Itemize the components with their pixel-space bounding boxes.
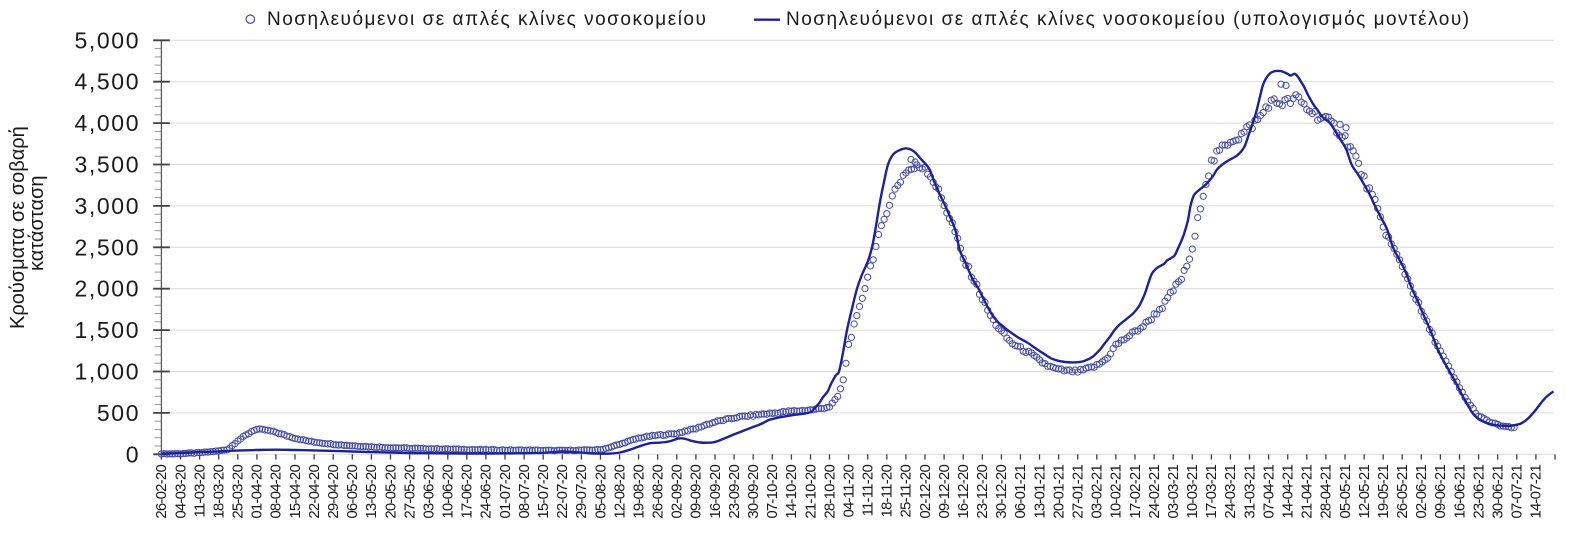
svg-text:4,000: 4,000 — [75, 110, 141, 136]
svg-text:23-06-21: 23-06-21 — [1470, 465, 1487, 519]
svg-text:16-09-20: 16-09-20 — [707, 465, 724, 519]
svg-text:κατάσταση: κατάσταση — [26, 176, 48, 272]
svg-text:24-02-21: 24-02-21 — [1146, 465, 1163, 519]
svg-text:12-08-20: 12-08-20 — [611, 465, 628, 519]
svg-text:13-01-21: 13-01-21 — [1031, 465, 1048, 519]
svg-text:16-06-21: 16-06-21 — [1451, 465, 1468, 519]
svg-text:4,500: 4,500 — [75, 69, 141, 95]
svg-text:07-10-20: 07-10-20 — [764, 465, 781, 519]
svg-text:05-05-21: 05-05-21 — [1337, 465, 1354, 519]
svg-text:20-05-20: 20-05-20 — [382, 465, 399, 519]
svg-text:08-04-20: 08-04-20 — [268, 465, 285, 519]
svg-text:Νοσηλευόμενοι σε απλές κλίνες: Νοσηλευόμενοι σε απλές κλίνες νοσοκομείο… — [786, 9, 1471, 30]
svg-text:07-07-21: 07-07-21 — [1509, 465, 1526, 519]
svg-text:26-02-20: 26-02-20 — [153, 465, 170, 519]
svg-text:5,000: 5,000 — [75, 27, 141, 53]
svg-text:03-03-21: 03-03-21 — [1165, 465, 1182, 519]
svg-text:05-08-20: 05-08-20 — [592, 465, 609, 519]
svg-text:24-06-20: 24-06-20 — [478, 465, 495, 519]
svg-text:30-12-20: 30-12-20 — [993, 465, 1010, 519]
svg-text:06-01-21: 06-01-21 — [1012, 465, 1029, 519]
svg-text:14-07-21: 14-07-21 — [1528, 465, 1545, 519]
svg-text:07-04-21: 07-04-21 — [1260, 465, 1277, 519]
svg-text:18-03-20: 18-03-20 — [211, 465, 228, 519]
svg-text:3,500: 3,500 — [75, 152, 141, 178]
svg-text:16-12-20: 16-12-20 — [955, 465, 972, 519]
svg-text:09-09-20: 09-09-20 — [688, 465, 705, 519]
svg-text:02-06-21: 02-06-21 — [1413, 465, 1430, 519]
svg-text:17-02-21: 17-02-21 — [1127, 465, 1144, 519]
svg-text:03-06-20: 03-06-20 — [421, 465, 438, 519]
svg-text:27-01-21: 27-01-21 — [1070, 465, 1087, 519]
svg-text:15-04-20: 15-04-20 — [287, 465, 304, 519]
svg-text:14-04-21: 14-04-21 — [1280, 465, 1297, 519]
svg-text:28-04-21: 28-04-21 — [1318, 465, 1335, 519]
svg-text:2,500: 2,500 — [75, 234, 141, 260]
svg-text:1,500: 1,500 — [75, 317, 141, 343]
svg-text:24-03-21: 24-03-21 — [1222, 465, 1239, 519]
svg-text:23-09-20: 23-09-20 — [726, 465, 743, 519]
svg-text:28-10-20: 28-10-20 — [821, 465, 838, 519]
svg-text:08-07-20: 08-07-20 — [516, 465, 533, 519]
svg-text:21-10-20: 21-10-20 — [802, 465, 819, 519]
svg-text:31-03-21: 31-03-21 — [1241, 465, 1258, 519]
svg-text:29-07-20: 29-07-20 — [573, 465, 590, 519]
svg-text:02-09-20: 02-09-20 — [669, 465, 686, 519]
svg-text:10-06-20: 10-06-20 — [440, 465, 457, 519]
svg-text:23-12-20: 23-12-20 — [974, 465, 991, 519]
svg-text:17-06-20: 17-06-20 — [459, 465, 476, 519]
svg-text:15-07-20: 15-07-20 — [535, 465, 552, 519]
svg-text:29-04-20: 29-04-20 — [325, 465, 342, 519]
svg-text:01-07-20: 01-07-20 — [497, 465, 514, 519]
svg-text:19-08-20: 19-08-20 — [630, 465, 647, 519]
svg-text:12-05-21: 12-05-21 — [1356, 465, 1373, 519]
svg-text:22-07-20: 22-07-20 — [554, 465, 571, 519]
svg-text:18-11-20: 18-11-20 — [879, 465, 896, 518]
svg-text:0: 0 — [126, 441, 140, 467]
svg-text:04-11-20: 04-11-20 — [840, 465, 857, 518]
svg-text:19-05-21: 19-05-21 — [1375, 465, 1392, 519]
svg-text:04-03-20: 04-03-20 — [172, 465, 189, 519]
svg-text:26-08-20: 26-08-20 — [650, 465, 667, 519]
svg-text:02-12-20: 02-12-20 — [917, 465, 934, 519]
svg-text:22-04-20: 22-04-20 — [306, 465, 323, 519]
svg-text:13-05-20: 13-05-20 — [363, 465, 380, 519]
svg-text:11-11-20: 11-11-20 — [860, 465, 877, 517]
svg-text:30-06-21: 30-06-21 — [1490, 465, 1507, 519]
svg-text:30-09-20: 30-09-20 — [745, 465, 762, 519]
svg-text:09-06-21: 09-06-21 — [1432, 465, 1449, 519]
svg-text:2,000: 2,000 — [75, 276, 141, 302]
svg-text:06-05-20: 06-05-20 — [344, 465, 361, 519]
svg-text:10-02-21: 10-02-21 — [1108, 465, 1125, 519]
svg-text:Νοσηλευόμενοι σε απλές κλίνες: Νοσηλευόμενοι σε απλές κλίνες νοσοκομείο… — [267, 9, 707, 30]
svg-text:27-05-20: 27-05-20 — [401, 465, 418, 519]
svg-text:3,000: 3,000 — [75, 193, 141, 219]
svg-text:01-04-20: 01-04-20 — [249, 465, 266, 519]
svg-text:Κρούσματα σε σοβαρή: Κρούσματα σε σοβαρή — [7, 126, 29, 329]
svg-text:500: 500 — [97, 400, 140, 426]
svg-text:25-11-20: 25-11-20 — [898, 465, 915, 518]
svg-text:20-01-21: 20-01-21 — [1050, 465, 1067, 519]
svg-text:14-10-20: 14-10-20 — [783, 465, 800, 519]
svg-text:26-05-21: 26-05-21 — [1394, 465, 1411, 519]
svg-text:21-04-21: 21-04-21 — [1299, 465, 1316, 519]
svg-text:09-12-20: 09-12-20 — [936, 465, 953, 519]
svg-text:03-02-21: 03-02-21 — [1089, 465, 1106, 519]
svg-text:10-03-21: 10-03-21 — [1184, 465, 1201, 519]
svg-text:11-03-20: 11-03-20 — [191, 465, 208, 518]
svg-text:17-03-21: 17-03-21 — [1203, 465, 1220, 519]
svg-text:25-03-20: 25-03-20 — [230, 465, 247, 519]
svg-text:1,000: 1,000 — [75, 359, 141, 385]
